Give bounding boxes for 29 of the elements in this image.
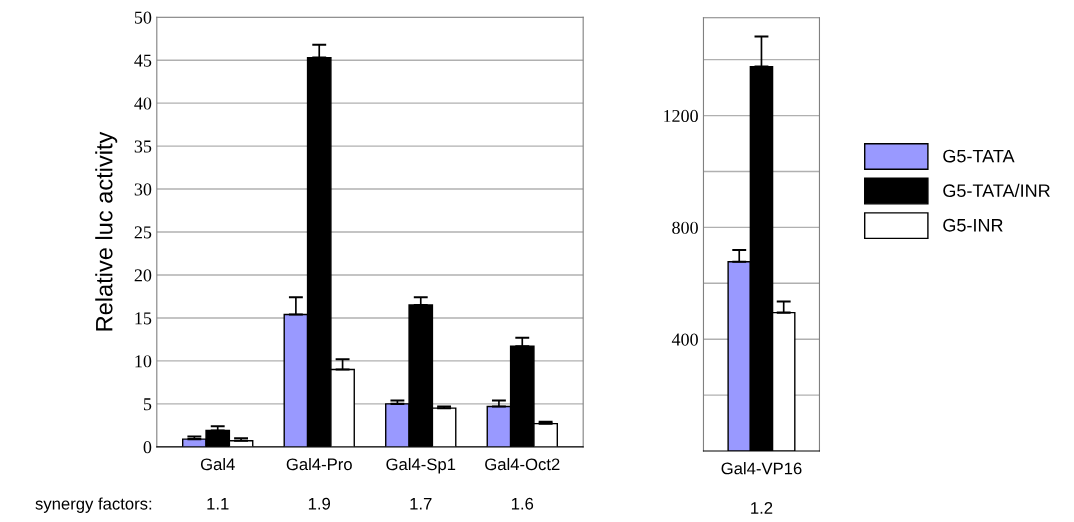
text: 1.9 [308,497,331,510]
x-tick-label: Gal4 [200,457,235,471]
y-axis-title: Relative luc activity [95,131,118,331]
y-tick-label: 30 [134,183,152,196]
x-tick-label: Gal4-VP16 [721,462,802,475]
text: 1.1 [207,498,229,510]
text: 1.6 [511,497,534,510]
y-tick-label: 1200 [664,109,698,123]
y-tick-label: 50 [134,11,152,24]
y-tick-label: 15 [135,312,152,325]
y-tick-label: 45 [134,54,152,67]
text: synergy factors: [35,497,152,513]
y-tick-label: 40 [134,97,152,110]
text: 1.7 [410,498,432,510]
text: 1.2 [751,502,773,514]
y-tick-label: 5 [143,398,152,411]
x-tick-label: Gal4-Pro [286,457,352,471]
y-tick-label: 35 [134,140,152,153]
y-tick-label: 0 [143,441,152,454]
legend-label: G5-TATA/INR [943,183,1050,198]
y-tick-label: 800 [672,221,698,234]
x-tick-label: Gal4-Sp1 [386,457,456,474]
legend-label: G5-INR [943,218,1003,232]
y-tick-label: 400 [671,333,698,346]
legend-label: G5-TATA [943,149,1015,163]
y-tick-label: 25 [134,226,152,239]
y-tick-label: 20 [134,269,152,282]
x-tick-label: Gal4-Oct2 [485,457,560,471]
y-tick-label: 10 [135,355,152,368]
